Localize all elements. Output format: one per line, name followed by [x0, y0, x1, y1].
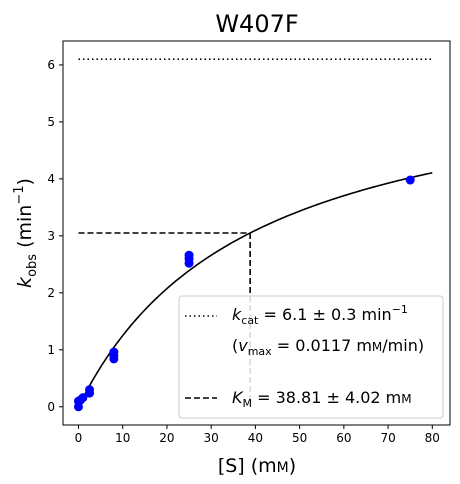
- plot-area: [62, 40, 451, 426]
- chart-title: W407F: [215, 10, 298, 38]
- legend-kcat-value: = 6.1 ± 0.3 min: [258, 305, 391, 324]
- legend-vmax-symbol: v: [238, 336, 248, 355]
- legend: kcat = 6.1 ± 0.3 min−1 (vmax = 0.0117 mM…: [178, 295, 444, 419]
- x-tick-label: 30: [204, 431, 219, 445]
- legend-km-symbol: K: [232, 388, 244, 407]
- data-point: [78, 393, 88, 403]
- y-tick-label: 5: [47, 115, 55, 129]
- legend-km-value: = 38.81 ± 4.02 m: [252, 388, 401, 407]
- axes-frame: [62, 40, 451, 426]
- y-tick-label: 1: [47, 343, 55, 357]
- fit-curve: [77, 171, 433, 408]
- x-tick-label: 10: [115, 431, 130, 445]
- legend-km-text: KM = 38.81 ± 4.02 mM: [232, 388, 412, 410]
- y-tick-label: 3: [47, 229, 55, 243]
- y-axis-label-k: k: [14, 276, 36, 288]
- legend-vmax-unit-m: M: [372, 340, 382, 354]
- x-tick-label: 60: [336, 431, 351, 445]
- legend-vmax-sub: max: [248, 345, 272, 358]
- y-tick-label: 4: [47, 172, 55, 186]
- x-tick-label: 70: [380, 431, 395, 445]
- x-axis-ticks: 0 10 20 30 40 50 60 70 80: [75, 425, 440, 445]
- data-point: [405, 175, 415, 185]
- legend-vmax-open: (: [232, 336, 238, 355]
- y-axis-label-unit-post: ): [14, 178, 36, 185]
- x-axis-label-unit-m: M: [277, 460, 289, 476]
- y-axis-ticks: 0 1 2 3 4 5 6: [47, 58, 63, 414]
- y-tick-label: 6: [47, 58, 55, 72]
- data-points: [73, 175, 415, 412]
- legend-vmax-text: (vmax = 0.0117 mM/min): [232, 336, 424, 358]
- data-point: [184, 250, 194, 260]
- legend-kcat-text: kcat = 6.1 ± 0.3 min−1: [232, 303, 408, 327]
- x-tick-label: 40: [248, 431, 263, 445]
- legend-km-sub: M: [243, 397, 253, 410]
- legend-km-unit-m: M: [401, 392, 411, 406]
- y-tick-label: 0: [47, 400, 55, 414]
- legend-vmax-tail: /min): [382, 336, 424, 355]
- x-tick-label: 20: [159, 431, 174, 445]
- legend-vmax-value: = 0.0117 m: [272, 336, 372, 355]
- x-axis-label-pre: [S] (m: [218, 455, 277, 477]
- data-point: [109, 347, 119, 357]
- y-axis-label-sub: obs: [25, 254, 40, 277]
- x-tick-label: 50: [292, 431, 307, 445]
- y-axis-label-unit-pre: (min: [14, 205, 36, 254]
- x-axis-label: [S] (mM): [218, 455, 296, 477]
- y-axis-label: kobs (min−1): [12, 178, 40, 288]
- x-tick-label: 0: [75, 431, 83, 445]
- y-tick-label: 2: [47, 286, 55, 300]
- legend-kcat-sub: cat: [241, 314, 259, 327]
- y-axis-label-unit-sup: −1: [12, 185, 27, 204]
- x-tick-label: 80: [425, 431, 440, 445]
- data-point: [85, 385, 95, 395]
- legend-kcat-sup: −1: [392, 303, 408, 316]
- x-axis-label-post: ): [289, 455, 296, 477]
- legend-kcat-symbol: k: [232, 305, 242, 324]
- legend-box: [178, 295, 444, 419]
